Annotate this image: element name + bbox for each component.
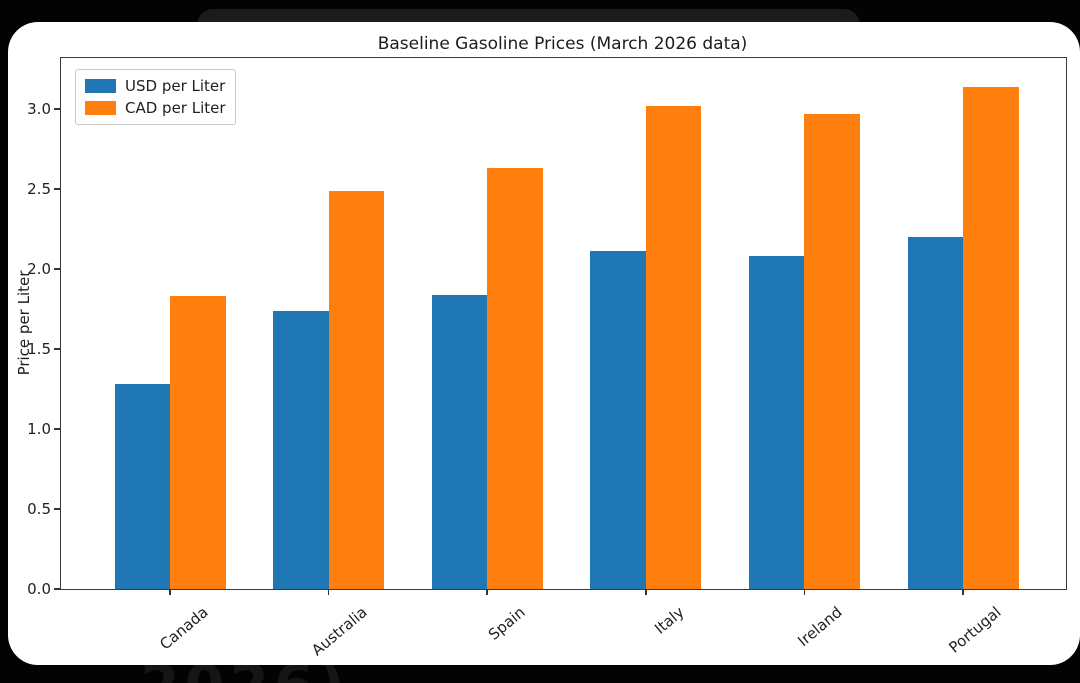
bar-usd-ireland (748, 256, 805, 589)
x-tick-mark (169, 589, 171, 595)
legend: USD per Liter CAD per Liter (75, 69, 236, 125)
y-axis-title: Price per Liter (15, 270, 33, 376)
x-tick-label-ireland: Ireland (794, 603, 846, 651)
x-tick-label-italy: Italy (650, 603, 688, 638)
plot-area: Price per Liter USD per Liter CAD per Li… (15, 57, 1067, 659)
bar-usd-portugal (907, 237, 963, 589)
x-tick-mark (645, 589, 647, 595)
y-tick-label: 1.0 (27, 419, 51, 438)
bar-usd-spain (431, 294, 488, 589)
x-tick-label-portugal: Portugal (945, 603, 1005, 657)
legend-item-cad: CAD per Liter (85, 97, 226, 119)
y-tick-mark (54, 188, 61, 190)
legend-swatch-cad (85, 101, 116, 115)
y-tick-mark (54, 588, 61, 590)
legend-swatch-usd (85, 79, 116, 93)
y-tick-mark (54, 108, 61, 110)
y-tick-label: 0.5 (27, 499, 51, 518)
y-tick-mark (54, 348, 61, 350)
bar-cad-spain (487, 168, 543, 589)
bar-cad-portugal (963, 86, 1019, 589)
bar-usd-canada (114, 384, 170, 589)
y-tick-mark (54, 268, 61, 270)
y-tick-label: 0.0 (27, 579, 51, 598)
x-tick-mark (327, 589, 330, 595)
legend-label-cad: CAD per Liter (125, 99, 226, 117)
y-tick-mark (54, 508, 61, 510)
bar-cad-italy (645, 105, 702, 589)
bar-cad-ireland (804, 113, 860, 589)
bar-cad-australia (328, 190, 385, 589)
x-tick-mark (962, 589, 964, 595)
y-tick-label: 1.5 (27, 339, 51, 358)
y-tick-label: 2.5 (27, 179, 51, 198)
bar-usd-australia (273, 310, 329, 589)
legend-item-usd: USD per Liter (85, 75, 226, 97)
chart-card: Baseline Gasoline Prices (March 2026 dat… (8, 22, 1080, 665)
bar-usd-italy (590, 251, 646, 589)
chart-title: Baseline Gasoline Prices (March 2026 dat… (377, 34, 748, 54)
x-tick-label-spain: Spain (485, 603, 529, 644)
x-tick-mark (486, 589, 488, 595)
legend-label-usd: USD per Liter (125, 77, 226, 95)
y-tick-mark (54, 428, 61, 430)
y-tick-label: 2.0 (27, 259, 51, 278)
bar-cad-canada (170, 296, 226, 589)
x-tick-mark (803, 589, 806, 595)
y-tick-label: 3.0 (27, 99, 51, 118)
